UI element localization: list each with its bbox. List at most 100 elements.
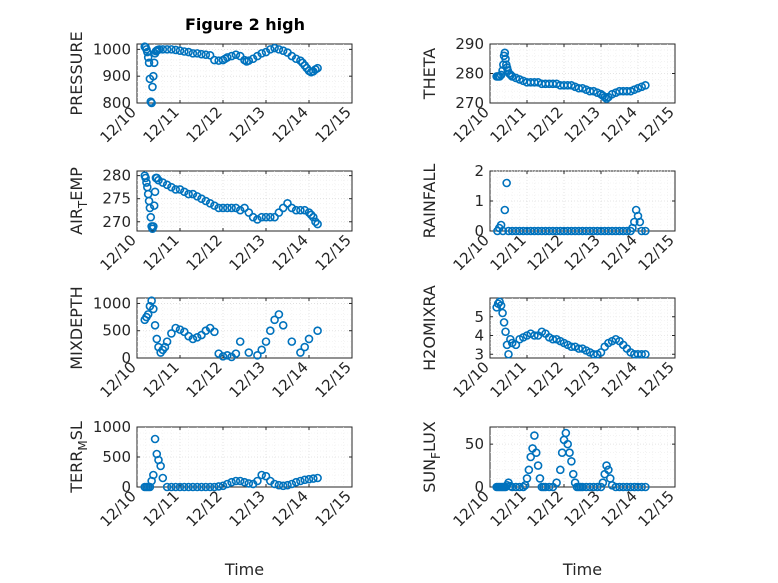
data-point	[175, 325, 185, 334]
data-point	[270, 43, 279, 53]
y-tick-label: 50	[465, 435, 484, 453]
data-point	[148, 82, 157, 92]
data-point	[313, 473, 322, 483]
y-axis-label: PRESSURE	[67, 31, 86, 115]
data-point	[244, 56, 254, 65]
data-point	[257, 345, 267, 355]
data-point	[152, 334, 162, 344]
data-point	[283, 480, 292, 490]
x-tick-label: 12/13	[226, 103, 269, 146]
x-tick-label: 12/14	[598, 231, 641, 274]
data-point	[641, 81, 650, 90]
data-point	[261, 471, 271, 481]
data-point	[308, 212, 318, 222]
data-point	[192, 332, 202, 342]
data-point	[167, 182, 176, 192]
x-tick-label: 12/14	[269, 103, 312, 146]
data-point	[304, 474, 314, 484]
data-point	[548, 334, 558, 344]
data-point	[544, 482, 554, 492]
data-point	[171, 323, 180, 333]
data-point	[149, 470, 158, 480]
data-point	[227, 51, 236, 61]
data-point	[162, 482, 172, 492]
data-point	[504, 349, 513, 359]
data-point	[637, 349, 647, 359]
data-point	[150, 187, 160, 197]
data-point	[143, 47, 152, 57]
data-point	[156, 461, 165, 471]
data-point	[257, 49, 267, 58]
data-point	[201, 196, 211, 206]
y-tick-label: 800	[102, 94, 131, 112]
data-point	[214, 203, 223, 213]
data-point	[283, 199, 292, 208]
data-point	[533, 461, 543, 470]
data-point	[149, 201, 159, 210]
data-point	[244, 479, 254, 488]
data-point	[197, 49, 206, 59]
data-point	[641, 349, 650, 359]
data-point	[150, 320, 160, 330]
data-point	[143, 53, 153, 62]
data-point	[223, 350, 232, 360]
data-point	[499, 318, 509, 327]
data-point	[210, 327, 219, 337]
x-tick-label: 12/11	[487, 103, 530, 146]
data-point	[596, 482, 606, 492]
data-point	[261, 337, 271, 346]
data-point	[253, 215, 262, 224]
data-point	[600, 92, 610, 102]
x-tick-label: 12/12	[183, 231, 226, 274]
data-point	[265, 212, 275, 222]
data-point	[171, 45, 180, 55]
y-axis-label: H2OMIXRA	[420, 285, 439, 371]
data-point	[592, 482, 602, 492]
data-point	[278, 320, 288, 330]
x-tick-label: 12/11	[140, 358, 183, 401]
data-point	[602, 461, 611, 470]
x-tick-label: 12/11	[487, 487, 530, 530]
data-point	[270, 212, 279, 222]
data-point	[201, 50, 211, 60]
data-point	[141, 173, 150, 183]
series-markers	[493, 178, 650, 236]
data-point	[502, 178, 511, 188]
data-point	[287, 337, 297, 346]
x-tick-label: 12/11	[140, 231, 183, 274]
data-point	[162, 45, 172, 54]
data-point	[197, 330, 206, 340]
y-tick-label: 275	[102, 190, 131, 208]
data-point	[308, 474, 318, 483]
data-point	[143, 310, 153, 319]
data-point	[180, 327, 189, 337]
data-point	[227, 203, 236, 213]
data-point	[524, 465, 534, 475]
y-tick-label: 1000	[93, 40, 131, 58]
x-tick-label: 12/13	[226, 231, 269, 274]
x-tick-label: 12/10	[450, 358, 493, 401]
data-point	[231, 50, 241, 60]
data-point	[531, 448, 541, 458]
data-point	[210, 482, 219, 492]
data-point	[162, 180, 172, 190]
data-point	[210, 55, 219, 65]
data-point	[205, 50, 215, 60]
data-point	[244, 208, 254, 217]
x-tick-label: 12/10	[450, 487, 493, 530]
y-axis-label: MIXDEPTH	[67, 286, 86, 369]
data-point	[146, 212, 156, 222]
x-tick-label: 12/15	[312, 487, 355, 530]
data-point	[598, 478, 608, 488]
data-point	[567, 456, 576, 466]
x-tick-label: 12/10	[97, 231, 140, 274]
data-point	[296, 476, 305, 486]
data-point	[218, 481, 228, 491]
y-tick-label: 4	[474, 327, 484, 345]
data-point	[223, 53, 232, 62]
y-axis-label: TERRMSL	[67, 421, 90, 494]
series-markers	[492, 428, 650, 492]
data-point	[149, 71, 158, 81]
data-point	[192, 482, 202, 492]
